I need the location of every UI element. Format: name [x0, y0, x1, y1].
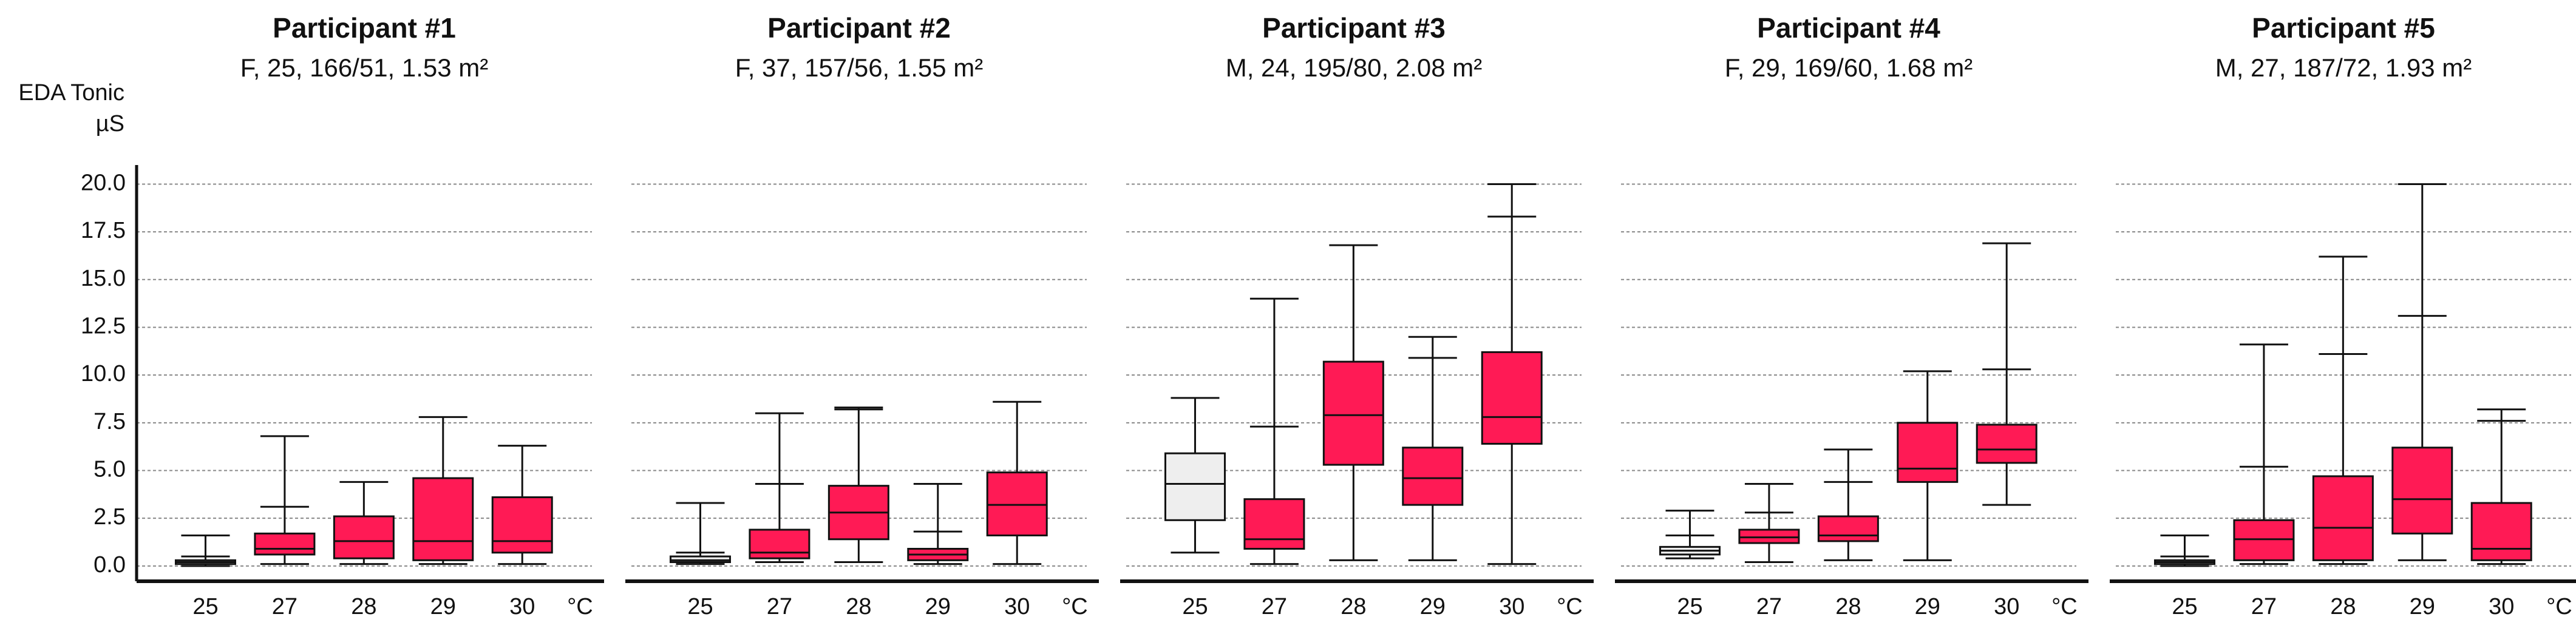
box — [412, 477, 474, 561]
box — [2470, 502, 2532, 561]
y-tick-label: 15.0 — [81, 266, 126, 291]
box — [2312, 475, 2374, 561]
box — [1897, 422, 1959, 483]
box — [491, 496, 553, 554]
panel-subtitle: M, 24, 195/80, 2.08 m² — [1226, 53, 1483, 82]
x-tick-label: 27 — [2251, 594, 2277, 619]
x-tick-label: 28 — [351, 594, 376, 619]
box — [1481, 351, 1543, 445]
box — [986, 471, 1048, 536]
box — [2233, 519, 2295, 561]
x-tick-label: 28 — [2330, 594, 2356, 619]
box — [749, 528, 811, 559]
box — [1322, 360, 1384, 466]
x-tick-label: 25 — [192, 594, 218, 619]
box — [1738, 528, 1800, 544]
x-tick-label: 29 — [2410, 594, 2435, 619]
box — [254, 532, 316, 556]
box — [333, 515, 395, 559]
x-tick-label: 30 — [2489, 594, 2514, 619]
x-tick-label: 27 — [767, 594, 792, 619]
x-tick-label: 30 — [509, 594, 535, 619]
box — [1976, 423, 2037, 464]
panel-title: Participant #3 — [1262, 12, 1446, 44]
x-tick-label: 28 — [846, 594, 871, 619]
box — [669, 555, 731, 564]
x-unit: °C — [2546, 594, 2572, 619]
panel-title: Participant #2 — [767, 12, 951, 44]
y-tick-label: 2.5 — [93, 504, 126, 530]
box — [1164, 452, 1226, 521]
x-unit: °C — [2051, 594, 2078, 619]
panel-title: Participant #5 — [2252, 12, 2435, 44]
x-tick-label: 29 — [1420, 594, 1446, 619]
panel-subtitle: F, 37, 157/56, 1.55 m² — [735, 53, 984, 82]
panel-subtitle: F, 25, 166/51, 1.53 m² — [240, 53, 489, 82]
y-tick-label: 17.5 — [81, 218, 126, 243]
x-tick-label: 28 — [1341, 594, 1366, 619]
x-tick-label: 30 — [1994, 594, 2019, 619]
box — [1817, 515, 1879, 542]
x-tick-label: 27 — [1756, 594, 1782, 619]
box — [2391, 447, 2453, 535]
x-tick-label: 29 — [430, 594, 456, 619]
box — [1402, 447, 1464, 506]
y-tick-label: 10.0 — [81, 361, 126, 386]
y-tick-label: 20.0 — [81, 170, 126, 195]
x-tick-label: 27 — [272, 594, 297, 619]
y-tick-label: 0.0 — [93, 552, 126, 578]
x-tick-label: 29 — [925, 594, 951, 619]
x-tick-label: 25 — [687, 594, 713, 619]
x-tick-label: 30 — [1004, 594, 1030, 619]
x-unit: °C — [567, 594, 593, 619]
panel-title: Participant #4 — [1757, 12, 1940, 44]
x-tick-label: 25 — [1677, 594, 1702, 619]
x-unit: °C — [1062, 594, 1088, 619]
x-tick-label: 25 — [2172, 594, 2197, 619]
x-tick-label: 27 — [1262, 594, 1287, 619]
y-tick-label: 7.5 — [93, 409, 126, 434]
y-axis-label: EDA Tonic — [18, 80, 124, 106]
panel-title: Participant #1 — [273, 12, 456, 44]
x-tick-label: 30 — [1499, 594, 1524, 619]
x-tick-label: 29 — [1915, 594, 1940, 619]
panel-subtitle: M, 27, 187/72, 1.93 m² — [2215, 53, 2472, 82]
x-tick-label: 28 — [1835, 594, 1861, 619]
y-tick-label: 12.5 — [81, 314, 126, 339]
box — [1243, 498, 1305, 550]
x-unit: °C — [1557, 594, 1583, 619]
panel-subtitle: F, 29, 169/60, 1.68 m² — [1725, 53, 1973, 82]
y-axis-unit: µS — [96, 111, 124, 137]
y-tick-label: 5.0 — [93, 457, 126, 482]
x-tick-label: 25 — [1182, 594, 1208, 619]
